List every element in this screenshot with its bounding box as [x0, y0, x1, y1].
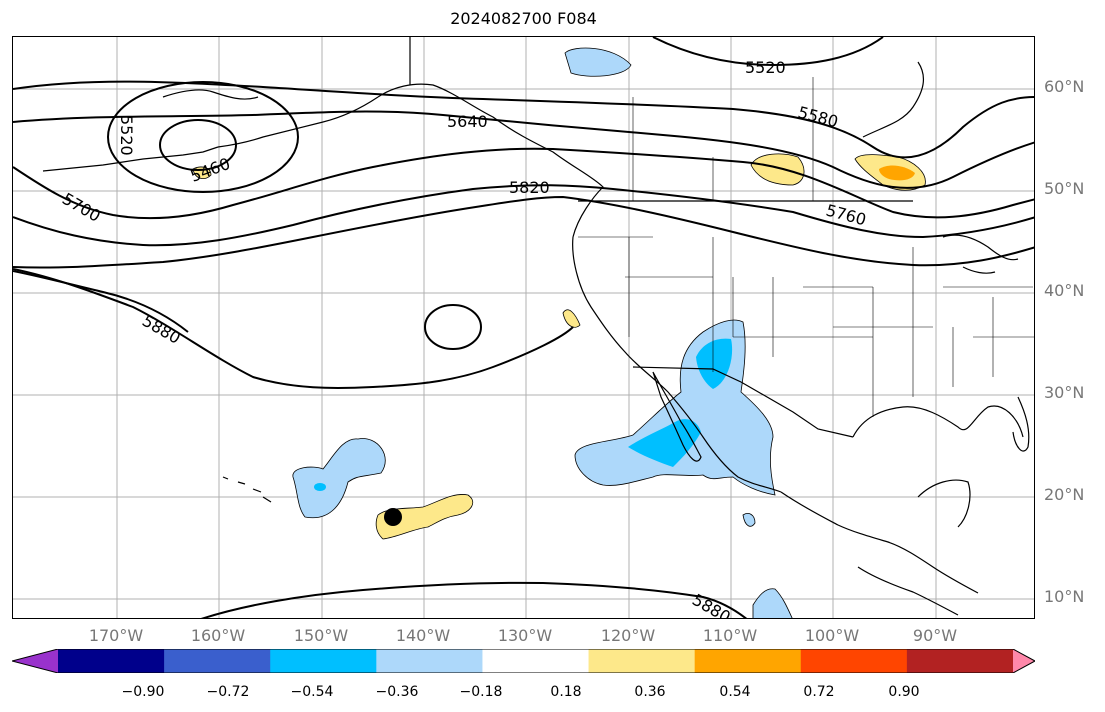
lat-label-50: 50°N [1044, 179, 1085, 198]
lon-label-150w: 150°W [293, 626, 349, 645]
contour-5880-main [13, 268, 574, 389]
contour-label-5820: 5820 [509, 178, 550, 197]
hudson-bay [862, 61, 925, 138]
colorbar-segment [58, 649, 165, 673]
orange-core-canada [879, 165, 915, 181]
contour-label-5760: 5760 [824, 201, 868, 230]
aleutian-islands [42, 146, 219, 172]
contour-label-5460: 5460 [188, 154, 233, 186]
colorbar-tick: −0.36 [375, 684, 419, 700]
blue-region-mexico [574, 319, 776, 496]
colorbar-segment [482, 649, 590, 673]
lon-label-120w: 120°W [600, 626, 656, 645]
colorbar-segment [588, 649, 696, 673]
colorbar-tick: −0.72 [206, 684, 250, 700]
map-panel[interactable]: 5520 5580 5640 5460 5520 5700 5820 5760 … [12, 36, 1035, 619]
colorbar-tick: 0.72 [803, 684, 835, 700]
colorbar-segment [376, 649, 483, 673]
blue-core-hawaii [314, 483, 326, 491]
blue-region-bottom [752, 588, 793, 618]
colorbar-segment [694, 649, 802, 673]
mexico-east-coast [780, 491, 979, 594]
map-title: 2024082700 F084 [450, 9, 597, 28]
blue-region-hawaii-west [292, 438, 386, 519]
contour-label-5880-south: 5880 [689, 590, 734, 619]
contour-5760 [13, 184, 1034, 247]
lon-label-160w: 160°W [190, 626, 246, 645]
contour-5700 [13, 147, 1034, 220]
lon-label-110w: 110°W [702, 626, 758, 645]
colorbar-tick: −0.54 [290, 684, 334, 700]
lat-label-60: 60°N [1044, 77, 1085, 96]
blue-region-alaska [564, 47, 632, 77]
lon-label-90w: 90°W [912, 626, 958, 645]
hawaii-islands [222, 476, 272, 503]
lon-label-100w: 100°W [804, 626, 860, 645]
blue-core-mexico-south [628, 419, 701, 467]
contour-low-inner [159, 119, 237, 171]
lon-label-170w: 170°W [88, 626, 144, 645]
height-contours [13, 37, 1034, 618]
yucatan [917, 479, 971, 528]
lat-label-40: 40°N [1044, 281, 1085, 300]
lon-label-140w: 140°W [395, 626, 451, 645]
shaded-fields [192, 47, 926, 618]
colorbar-tick: 0.90 [888, 684, 920, 700]
state-boundaries [578, 77, 1034, 417]
yellow-region-storm [375, 494, 474, 540]
colorbar-tick: 0.36 [634, 684, 666, 700]
contour-5520-north [652, 37, 884, 67]
central-america [857, 566, 959, 616]
storm-marker [384, 508, 402, 526]
contour-5820 [13, 195, 1034, 269]
great-lakes [942, 234, 1019, 274]
colorbar-segment [800, 649, 908, 673]
gulf-coast [852, 405, 1024, 438]
colorbar-tick: −0.90 [121, 684, 165, 700]
contour-label-5520-north: 5520 [745, 58, 786, 77]
florida [1012, 396, 1030, 452]
contour-5880-loop [13, 270, 189, 333]
colorbar-segments [12, 649, 1035, 673]
yellow-region-plains [750, 153, 805, 186]
contour-label-5580: 5580 [796, 103, 840, 132]
contour-5880-high [424, 304, 482, 350]
us-mexico-border [632, 366, 854, 438]
colorbar-extend-high [1013, 649, 1035, 673]
contour-5580 [13, 80, 1034, 159]
contour-5880-south [200, 581, 748, 618]
colorbar [12, 649, 1035, 673]
contour-5640 [13, 110, 1034, 189]
colorbar-tick: −0.18 [459, 684, 503, 700]
colorbar-tick: 0.18 [550, 684, 582, 700]
blue-region-small [742, 513, 756, 527]
yellow-region-offshore [562, 309, 581, 328]
baja-california [652, 371, 702, 462]
colorbar-segment [906, 649, 1014, 673]
colorbar-tick: 0.54 [719, 684, 751, 700]
colorbar-segment [270, 649, 377, 673]
contour-label-5700: 5700 [59, 189, 104, 226]
lat-label-10: 10°N [1044, 587, 1085, 606]
map-canvas: 5520 5580 5640 5460 5520 5700 5820 5760 … [13, 37, 1034, 619]
contour-label-5880-main: 5880 [139, 311, 184, 348]
contour-label-5640: 5640 [447, 112, 488, 131]
colorbar-segment [164, 649, 271, 673]
lat-label-30: 30°N [1044, 383, 1085, 402]
contour-low-outer [107, 81, 299, 193]
lat-label-20: 20°N [1044, 485, 1085, 504]
lon-label-130w: 130°W [497, 626, 553, 645]
contour-label-5520-low: 5520 [117, 115, 136, 156]
colorbar-extend-low [12, 649, 58, 673]
blue-core-mexico-north [696, 338, 733, 389]
contour-labels: 5520 5580 5640 5460 5520 5700 5820 5760 … [59, 58, 868, 619]
